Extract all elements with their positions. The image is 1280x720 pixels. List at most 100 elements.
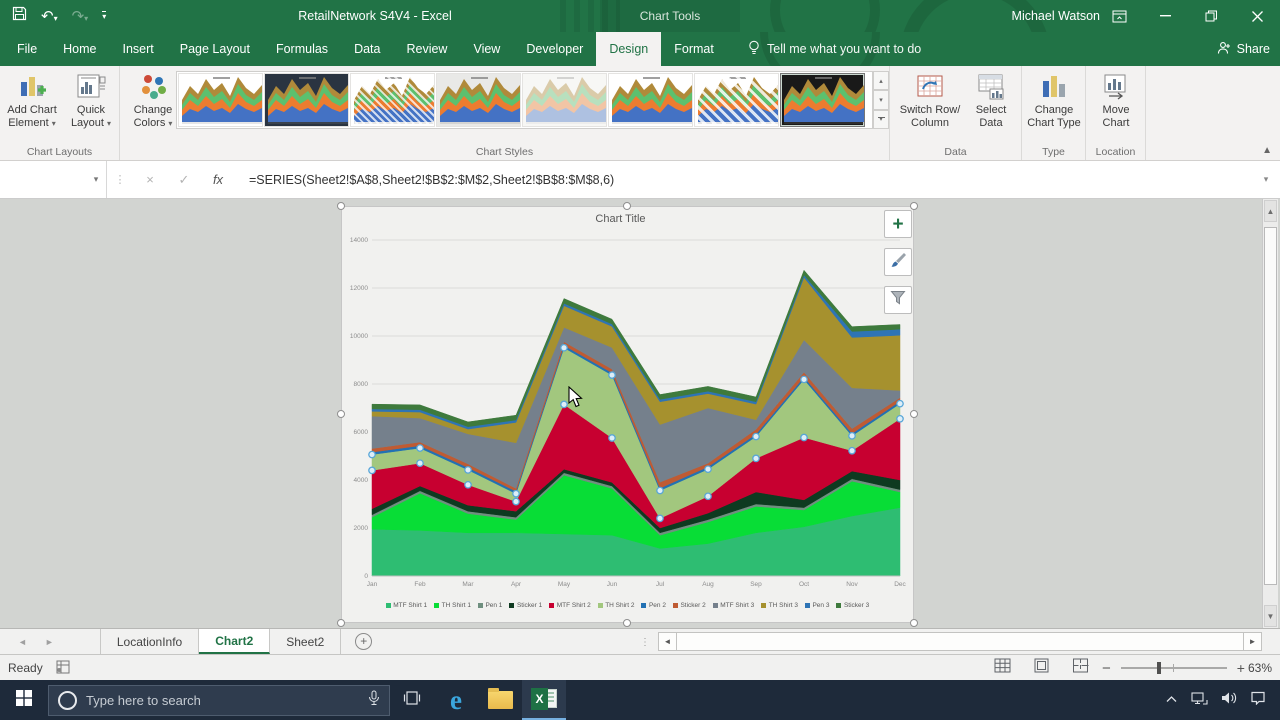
chart-style-thumbnail-6[interactable] bbox=[608, 73, 693, 127]
selected-point-handle[interactable] bbox=[416, 459, 424, 468]
legend-item[interactable]: Pen 2 bbox=[641, 602, 666, 609]
selected-point-handle[interactable] bbox=[800, 375, 808, 384]
selected-point-handle[interactable] bbox=[656, 486, 664, 495]
chart-styles-button[interactable] bbox=[884, 248, 912, 276]
page-break-view-icon[interactable] bbox=[1072, 658, 1089, 678]
sheet-nav-right-icon[interactable]: ► bbox=[44, 636, 54, 647]
zoom-in-button[interactable]: + bbox=[1236, 660, 1245, 676]
tab-design[interactable]: Design bbox=[596, 32, 662, 66]
horizontal-scroll-track[interactable] bbox=[677, 632, 1243, 651]
chart-style-thumbnail-1[interactable] bbox=[178, 73, 263, 127]
minimize-button[interactable] bbox=[1142, 0, 1188, 32]
gallery-more-button[interactable]: ▾ bbox=[873, 109, 889, 129]
macro-record-icon[interactable] bbox=[56, 660, 70, 679]
chart-resize-handle[interactable] bbox=[337, 410, 345, 418]
selected-point-handle[interactable] bbox=[608, 371, 616, 379]
selected-point-handle[interactable] bbox=[848, 446, 856, 455]
chart-object[interactable]: 0 2000 4000 6000 8000 10000 12000 14000 Jan Feb Ma… bbox=[341, 206, 914, 623]
user-name[interactable]: Michael Watson bbox=[1011, 9, 1100, 23]
gallery-scroll-down[interactable]: ▾ bbox=[873, 90, 889, 110]
redo-button[interactable]: ↷▾ bbox=[71, 7, 89, 25]
excel-taskbar-button[interactable]: X bbox=[522, 680, 566, 720]
selected-point-handle[interactable] bbox=[800, 433, 808, 442]
tray-chevron-icon[interactable] bbox=[1165, 691, 1178, 709]
selected-point-handle[interactable] bbox=[368, 466, 376, 475]
chart-title[interactable]: Chart Title bbox=[595, 213, 646, 225]
save-icon[interactable] bbox=[12, 6, 27, 26]
selected-point-handle[interactable] bbox=[464, 480, 472, 489]
zoom-slider-thumb[interactable] bbox=[1156, 662, 1161, 674]
tab-home[interactable]: Home bbox=[63, 42, 97, 56]
chart-style-thumbnail-2[interactable] bbox=[264, 73, 349, 127]
collapse-ribbon-button[interactable]: ▲ bbox=[1262, 145, 1272, 156]
change-colors-button[interactable]: Change Colors ▾ bbox=[122, 70, 184, 130]
scroll-left-button[interactable]: ◄ bbox=[658, 632, 677, 651]
enter-entry-button[interactable]: ✓ bbox=[178, 171, 190, 187]
tab-page-layout[interactable]: Page Layout bbox=[179, 42, 250, 56]
chart-resize-handle[interactable] bbox=[623, 202, 631, 210]
volume-icon[interactable] bbox=[1221, 691, 1237, 710]
sheet-tab-locationinfo[interactable]: LocationInfo bbox=[99, 629, 200, 654]
legend-item[interactable]: Sticker 1 bbox=[509, 602, 542, 609]
move-chart-button[interactable]: Move Chart bbox=[1085, 70, 1147, 130]
taskbar-search-input[interactable]: Type here to search bbox=[48, 684, 390, 716]
series-sticker-3[interactable] bbox=[371, 269, 901, 427]
legend-item[interactable]: Sticker 2 bbox=[672, 602, 706, 609]
normal-view-icon[interactable] bbox=[994, 658, 1011, 678]
ribbon-display-options-button[interactable] bbox=[1096, 0, 1142, 32]
tab-file[interactable]: File bbox=[17, 42, 38, 56]
selected-point-handle[interactable] bbox=[608, 434, 616, 442]
tab-formulas[interactable]: Formulas bbox=[275, 42, 329, 56]
selected-point-handle[interactable] bbox=[464, 466, 472, 474]
name-box-dropdown-icon[interactable]: ▾ bbox=[93, 174, 99, 184]
chart-legend[interactable]: MTF Shirt 1 TH Shirt 1 Pen 1 Sticker 1 MTF S… bbox=[362, 602, 893, 609]
legend-item[interactable]: Sticker 3 bbox=[836, 602, 869, 609]
chart-style-thumbnail-8[interactable] bbox=[780, 73, 865, 127]
tell-me-box[interactable]: Tell me what you want to do bbox=[748, 32, 921, 66]
chart-style-thumbnail-7[interactable] bbox=[694, 73, 779, 127]
chart-style-thumbnail-3[interactable] bbox=[350, 73, 435, 127]
scroll-down-button[interactable]: ▼ bbox=[1264, 605, 1277, 627]
selected-point-handle[interactable] bbox=[752, 432, 760, 441]
selected-point-handle[interactable] bbox=[560, 343, 568, 352]
tab-splitter[interactable]: ⋮ bbox=[640, 636, 650, 648]
scroll-right-button[interactable]: ► bbox=[1243, 632, 1262, 651]
insert-function-button[interactable]: fx bbox=[212, 172, 224, 187]
legend-item[interactable]: MTF Shirt 1 bbox=[385, 602, 427, 609]
legend-item[interactable]: TH Shirt 2 bbox=[597, 602, 634, 609]
chart-style-thumbnail-5[interactable] bbox=[522, 73, 607, 127]
selected-point-handle[interactable] bbox=[416, 444, 424, 452]
zoom-level[interactable]: 63% bbox=[1247, 661, 1272, 675]
tab-format[interactable]: Format bbox=[674, 42, 714, 56]
selected-point-handle[interactable] bbox=[896, 399, 904, 408]
sheet-tab-chart2[interactable]: Chart2 bbox=[199, 629, 271, 654]
chart-filters-button[interactable] bbox=[884, 286, 912, 314]
undo-button[interactable]: ↶▾ bbox=[41, 7, 58, 25]
vertical-scrollbar[interactable]: ▲ ▼ bbox=[1262, 199, 1278, 628]
tab-review[interactable]: Review bbox=[406, 42, 448, 56]
tab-view[interactable]: View bbox=[473, 42, 501, 56]
chart-style-thumbnail-4[interactable] bbox=[436, 73, 521, 127]
microphone-icon[interactable] bbox=[368, 690, 380, 711]
selected-point-handle[interactable] bbox=[704, 492, 712, 501]
restore-button[interactable] bbox=[1188, 0, 1234, 32]
chart-resize-handle[interactable] bbox=[910, 619, 918, 627]
legend-item[interactable]: Pen 1 bbox=[477, 602, 502, 609]
switch-row-column-button[interactable]: Switch Row/Column bbox=[895, 70, 965, 130]
change-chart-type-button[interactable]: Change Chart Type bbox=[1023, 70, 1085, 130]
task-view-button[interactable] bbox=[390, 680, 434, 720]
horizontal-scrollbar[interactable]: ◄ ► bbox=[658, 632, 1262, 651]
tab-data[interactable]: Data bbox=[354, 42, 381, 56]
chart-resize-handle[interactable] bbox=[910, 202, 918, 210]
tab-insert[interactable]: Insert bbox=[122, 42, 154, 56]
selected-point-handle[interactable] bbox=[656, 514, 664, 523]
name-box[interactable]: ▾ bbox=[0, 161, 107, 198]
selected-point-handle[interactable] bbox=[512, 489, 520, 498]
zoom-slider[interactable] bbox=[1120, 662, 1227, 674]
file-explorer-button[interactable] bbox=[478, 680, 522, 720]
formula-input[interactable]: =SERIES(Sheet2!$A$8,Sheet2!$B$2:$M$2,She… bbox=[249, 172, 615, 187]
quick-layout-button[interactable]: Quick Layout ▾ bbox=[60, 70, 122, 130]
scroll-up-button[interactable]: ▲ bbox=[1264, 200, 1277, 222]
legend-item[interactable]: TH Shirt 1 bbox=[434, 602, 471, 609]
chart-resize-handle[interactable] bbox=[337, 619, 345, 627]
